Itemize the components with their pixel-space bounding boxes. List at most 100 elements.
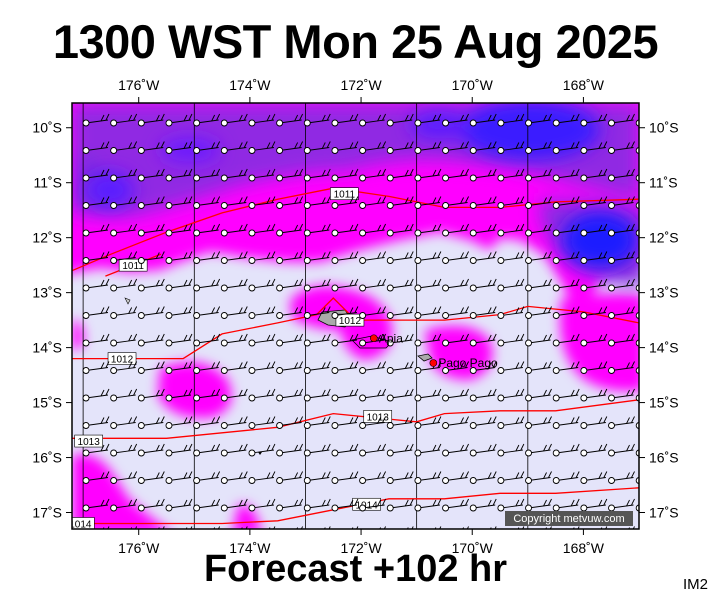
wind-barb <box>193 251 221 264</box>
lon-label-top: 174˚W <box>229 77 271 93</box>
wind-barb <box>608 361 635 374</box>
wind-barb <box>580 113 608 127</box>
wind-barb <box>608 498 635 512</box>
wind-barb <box>414 306 442 319</box>
wind-barb <box>110 113 138 127</box>
wind-barb <box>276 306 304 319</box>
wind-barb <box>636 527 662 539</box>
wind-barb <box>552 196 580 209</box>
wind-barb <box>442 278 469 292</box>
wind-barb <box>608 333 635 347</box>
niuatoputapu-island <box>124 297 131 305</box>
wind-barb <box>386 223 414 237</box>
wind-barb <box>248 471 276 484</box>
wind-barb <box>165 498 193 512</box>
wind-barb <box>386 168 414 182</box>
isobar-label: 1012 <box>335 313 365 327</box>
wind-barb <box>552 471 580 484</box>
wind-barb <box>442 498 469 512</box>
wind-barb <box>552 306 580 319</box>
svg-text:1014: 1014 <box>69 520 92 531</box>
wind-barb <box>469 251 497 264</box>
wind-barb <box>635 422 639 429</box>
wind-barb <box>469 443 497 457</box>
wind-barb <box>552 168 580 182</box>
wind-barb <box>82 113 110 127</box>
svg-text:1011: 1011 <box>122 261 144 272</box>
wind-barb <box>137 361 165 374</box>
wind-barb <box>137 471 165 484</box>
wind-barb <box>137 251 165 264</box>
wind-barb <box>442 333 469 347</box>
svg-text:1012: 1012 <box>339 316 362 327</box>
wind-barb <box>165 416 193 429</box>
wind-barb <box>303 471 331 484</box>
wind-barb <box>248 223 276 237</box>
wind-barb <box>608 278 635 292</box>
wind-barb <box>137 443 165 457</box>
wind-barb <box>635 312 639 319</box>
wind-barb <box>580 251 608 264</box>
wind-barb <box>525 278 552 292</box>
lat-label-right: 10˚S <box>649 120 679 136</box>
wind-barb <box>442 168 469 182</box>
wind-barb <box>414 168 442 182</box>
wind-barb <box>552 388 580 402</box>
wind-barb <box>220 141 248 154</box>
svg-text:1011: 1011 <box>334 190 356 201</box>
wind-barb <box>469 333 497 347</box>
wind-barb <box>303 251 331 264</box>
wind-barb <box>442 113 469 127</box>
wind-barb <box>331 306 359 319</box>
wind-barb <box>552 251 580 264</box>
lat-label-right: 14˚S <box>649 340 679 356</box>
wind-barb <box>331 168 359 182</box>
wind-barb <box>580 306 608 319</box>
wind-barb <box>359 196 386 209</box>
wind-barb <box>303 223 331 237</box>
lat-label-left: 10˚S <box>32 120 62 136</box>
wind-barb <box>497 388 525 402</box>
wind-barb <box>469 388 497 402</box>
wind-barb <box>469 223 497 237</box>
wind-barb <box>331 113 359 127</box>
place-markers: Apia Pago Pago <box>370 331 498 370</box>
wind-barb <box>331 416 359 429</box>
wind-barb <box>442 251 469 264</box>
wind-barb <box>193 416 221 429</box>
wind-barb <box>193 196 221 209</box>
wind-barb <box>552 416 580 429</box>
wind-barb <box>469 141 497 154</box>
wind-barb <box>469 196 497 209</box>
wind-barb <box>137 278 165 292</box>
wind-barb <box>110 196 138 209</box>
wind-barb <box>497 333 525 347</box>
copyright-box: Copyright metvuw.com <box>505 511 633 526</box>
wind-barb <box>331 196 359 209</box>
wind-barb <box>525 141 552 154</box>
wind-barb <box>414 443 442 457</box>
wind-barb <box>608 416 635 429</box>
wind-barb <box>303 141 331 154</box>
wind-barb <box>248 498 276 512</box>
lon-label-top: 168˚W <box>563 77 605 93</box>
wind-barb <box>248 388 276 402</box>
wind-barb <box>359 306 386 319</box>
wind-barb <box>248 416 276 429</box>
wind-barb <box>193 498 221 512</box>
wind-barb <box>276 388 304 402</box>
wind-barb <box>276 223 304 237</box>
wind-barb <box>248 333 276 347</box>
wind-barb <box>193 223 221 237</box>
map-title: 1300 WST Mon 25 Aug 2025 <box>52 15 659 68</box>
wind-barb <box>137 141 165 154</box>
wind-barb <box>359 361 386 374</box>
wind-barb <box>303 278 331 292</box>
place-marker: Apia <box>370 331 403 345</box>
lat-label-right: 16˚S <box>649 450 679 466</box>
wind-barb <box>359 498 386 512</box>
wind-barb <box>276 443 304 457</box>
rain-field: 1011 1011 1012 1012 1013 1013 1014 1014 Apia Pag… <box>69 103 662 539</box>
wind-barb <box>331 471 359 484</box>
lon-label-bottom: 174˚W <box>229 540 271 556</box>
